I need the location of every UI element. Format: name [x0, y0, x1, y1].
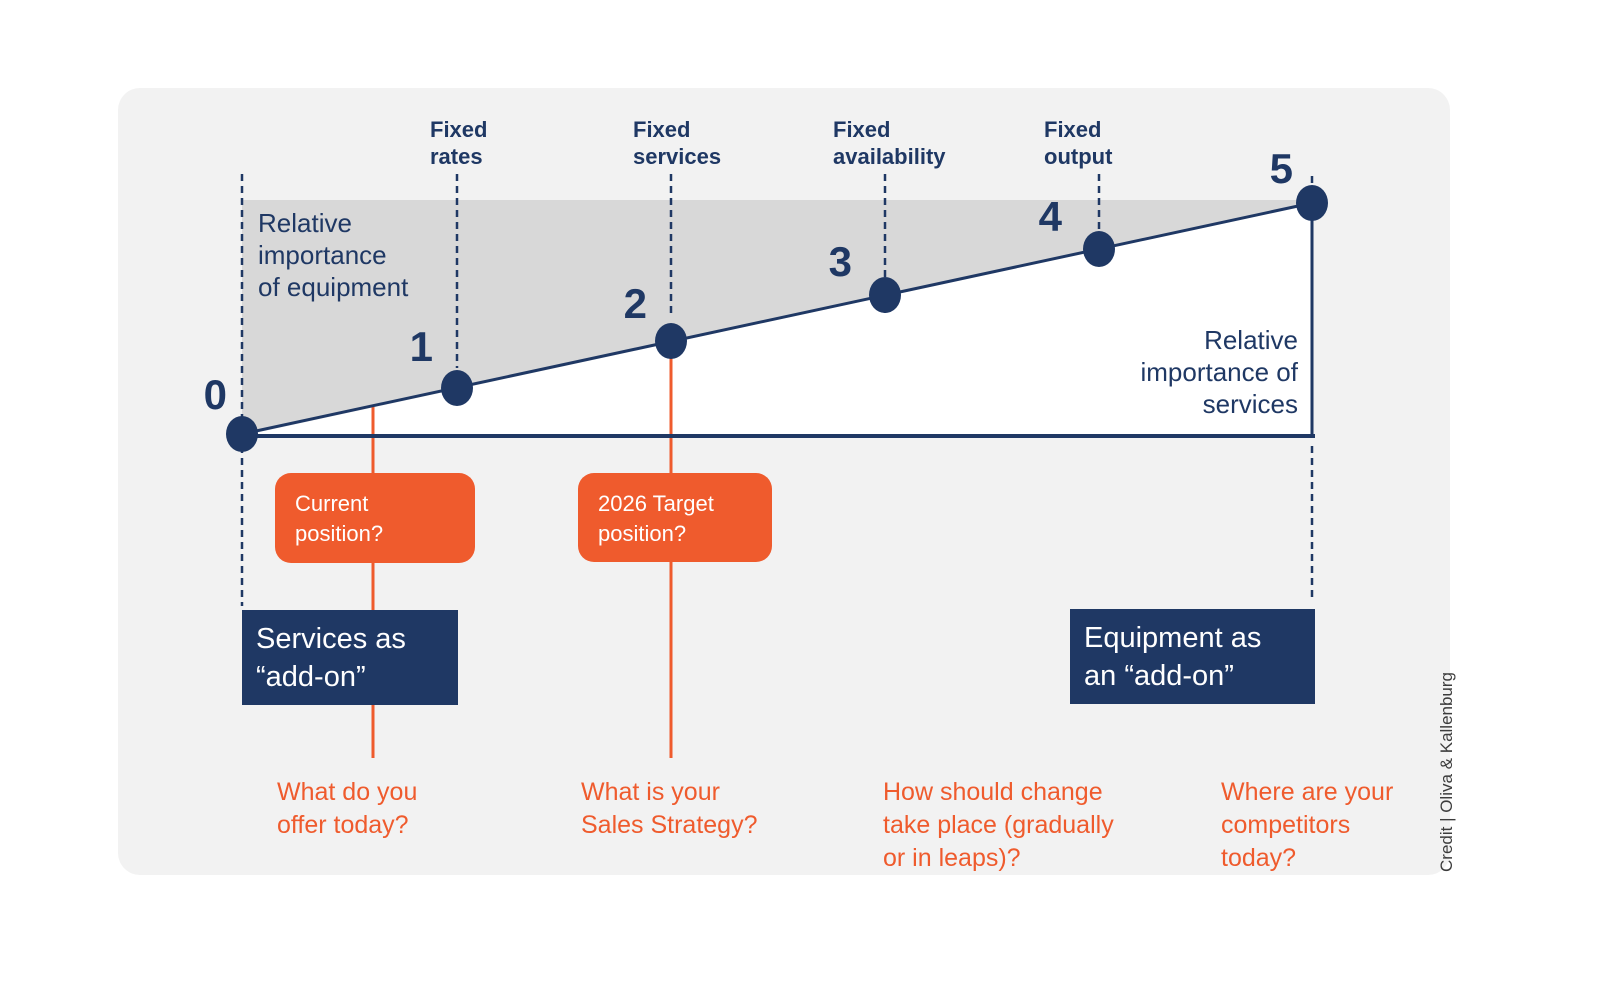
equipment-importance-label: Relative importance of equipment	[258, 208, 409, 302]
question-sales-strategy: What is your Sales Strategy?	[581, 778, 758, 839]
milestone-number-5: 5	[1269, 145, 1293, 192]
milestone-dot-1	[441, 370, 473, 406]
milestone-dot-2	[655, 323, 687, 359]
milestone-dot-0	[226, 416, 258, 452]
callout-current-position: Current position?	[275, 473, 475, 563]
milestone-dot-5	[1296, 185, 1328, 221]
callout-2026-target-position: 2026 Target position?	[578, 473, 772, 562]
axis-label-fixed-rates: Fixed rates	[430, 117, 488, 169]
endpoint-equipment-addon: Equipment as an “add-on”	[1070, 609, 1315, 704]
milestone-number-3: 3	[828, 238, 852, 285]
axis-label-fixed-output: Fixed output	[1044, 117, 1113, 169]
milestone-number-1: 1	[409, 323, 433, 370]
question-where-competitors: Where are your competitors today?	[1221, 778, 1394, 872]
milestone-dot-3	[869, 277, 901, 313]
milestone-dot-4	[1083, 231, 1115, 267]
milestone-number-4: 4	[1038, 193, 1062, 240]
axis-label-fixed-services: Fixed services	[633, 117, 722, 169]
milestone-dots	[226, 185, 1328, 452]
endpoint-services-addon: Services as “add-on”	[242, 610, 458, 705]
axis-label-fixed-availability: Fixed availability	[833, 117, 946, 169]
question-how-should-change: How should change take place (gradually …	[883, 778, 1114, 872]
milestone-number-2: 2	[623, 280, 647, 327]
question-what-do-you-offer: What do you offer today?	[277, 778, 418, 839]
continuum-diagonal-line	[241, 201, 1313, 436]
credit-text: Credit | Oliva & Kallenburg	[1437, 671, 1456, 872]
milestone-number-0: 0	[203, 371, 227, 418]
milestone-guide-lines	[240, 174, 1314, 606]
services-importance-label: Relative importance of services	[1140, 325, 1298, 419]
